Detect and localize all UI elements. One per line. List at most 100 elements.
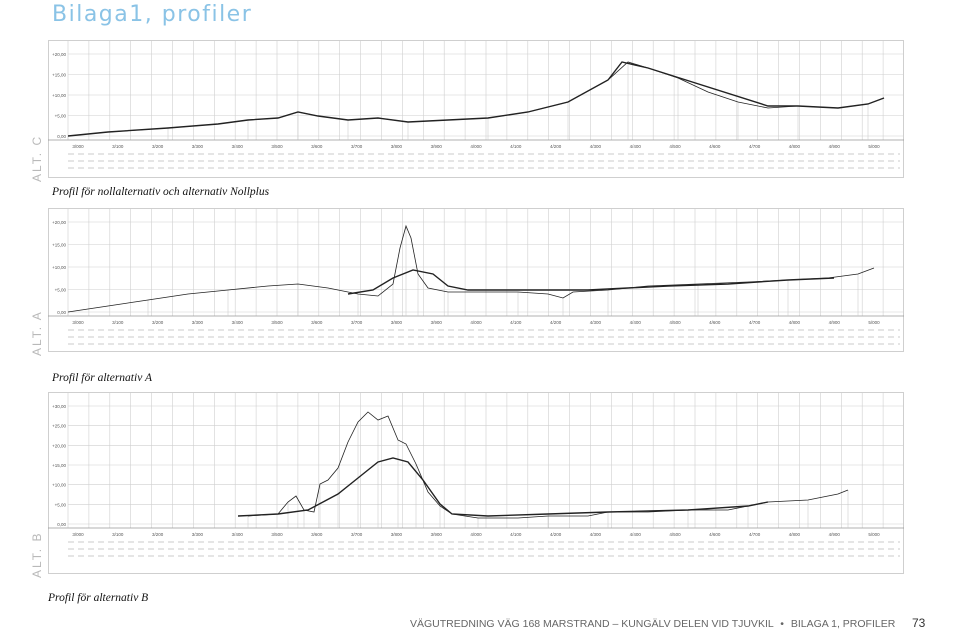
chainage-tick-label: 4/700 [749,320,761,325]
chainage-tick-label: 3/600 [311,532,323,537]
chainage-tick-label: 4/700 [749,144,761,149]
chainage-tick-label: 4/200 [550,144,562,149]
footer-text: VÄGUTREDNING VÄG 168 MARSTRAND – KUNGÄLV… [410,618,774,630]
chainage-tick-label: 4/300 [590,144,602,149]
chainage-tick-label: 3/200 [152,532,164,537]
chainage-tick-label: 4/300 [590,320,602,325]
chainage-tick-label: 4/800 [789,144,801,149]
elevation-tick-label: 0,00 [57,522,66,527]
chainage-tick-label: 3/600 [311,144,323,149]
chainage-tick-label: 4/200 [550,320,562,325]
elevation-tick-label: +10,00 [52,483,66,488]
chainage-tick-label: 4/900 [829,144,841,149]
chainage-tick-label: 5/000 [868,532,880,537]
profile-panel-alt-c: +20,00 +15,00 +10,00 +5,00 0,00 3/000 3/100 3/2… [48,40,904,180]
elevation-tick-label: +5,00 [55,288,67,293]
profile-caption-alt-c: Profil för nollalternativ och alternativ… [52,186,270,198]
ground-profile-line [67,61,885,137]
chainage-tick-label: 3/500 [271,320,283,325]
chainage-tick-label: 4/500 [669,320,681,325]
elevation-tick-label: +20,00 [52,52,66,57]
chainage-tick-label: 3/500 [271,532,283,537]
road-profile-line [237,457,769,517]
chainage-tick-label: 4/500 [669,144,681,149]
profile-side-label-alt-c: ALT. C [30,134,44,182]
chainage-tick-label: 3/300 [192,320,204,325]
elevation-tick-label: 0,00 [57,310,66,315]
chainage-tick-label: 4/600 [709,144,721,149]
ground-profile-line [67,224,875,313]
chainage-tick-label: 3/500 [271,144,283,149]
chainage-tick-label: 3/000 [72,144,84,149]
chainage-tick-label: 4/100 [510,144,522,149]
chainage-tick-label: 4/700 [749,532,761,537]
chainage-tick-label: 5/000 [868,144,880,149]
chainage-tick-label: 4/100 [510,320,522,325]
chainage-tick-label: 5/000 [868,320,880,325]
chainage-tick-label: 3/900 [431,320,443,325]
elevation-tick-label: +10,00 [52,93,66,98]
road-profile-line [347,269,835,295]
chainage-tick-label: 4/500 [669,532,681,537]
profile-drawing-alt-b: +30,00 +25,00 +20,00 +15,00 +10,00 +5,00 0,00 3… [48,392,904,574]
profile-drawing-alt-a: +20,00 +15,00 +10,00 +5,00 0,00 3/000 3/100 3/2… [48,208,904,352]
profile-frame [48,208,904,352]
chainage-tick-label: 4/000 [470,532,482,537]
profile-panel-alt-a: +20,00 +15,00 +10,00 +5,00 0,00 3/000 3/100 3/2… [48,208,904,354]
chainage-tick-label: 3/300 [192,144,204,149]
elevation-tick-label: +15,00 [52,463,66,468]
chainage-tick-label: 3/000 [72,532,84,537]
elevation-tick-label: +20,00 [52,443,66,448]
elevation-tick-label: +5,00 [55,114,67,119]
chainage-tick-label: 3/400 [232,532,244,537]
ground-profile-line [247,411,849,519]
chainage-tick-label: 3/300 [192,532,204,537]
chainage-tick-label: 3/900 [431,144,443,149]
chainage-tick-label: 4/000 [470,320,482,325]
chainage-tick-label: 4/400 [630,144,642,149]
chainage-tick-label: 4/300 [590,532,602,537]
chainage-tick-label: 4/400 [630,320,642,325]
profile-frame [48,392,904,574]
footer-section: BILAGA 1, PROFILER [790,618,896,630]
elevation-tick-label: +25,00 [52,424,66,429]
chainage-tick-label: 4/900 [829,532,841,537]
document-title: Bilaga1, profiler [52,2,253,27]
chainage-tick-label: 3/800 [391,144,403,149]
chainage-tick-label: 4/000 [470,144,482,149]
chainage-tick-label: 4/600 [709,532,721,537]
chainage-tick-label: 3/700 [351,320,363,325]
chainage-tick-label: 3/100 [112,144,124,149]
chainage-tick-label: 4/100 [510,532,522,537]
profile-drawing-alt-c: +20,00 +15,00 +10,00 +5,00 0,00 3/000 3/100 3/2… [48,40,904,178]
profile-frame [48,40,904,178]
chainage-tick-label: 3/700 [351,144,363,149]
chainage-tick-label: 4/800 [789,532,801,537]
chainage-tick-label: 4/800 [789,320,801,325]
profile-caption-alt-b: Profil för alternativ B [48,592,149,604]
chainage-tick-label: 3/800 [391,532,403,537]
footer-bullet: • [780,618,784,630]
profile-caption-alt-a: Profil för alternativ A [52,372,152,384]
chainage-tick-label: 4/400 [630,532,642,537]
road-profile-line [67,61,885,137]
chainage-tick-label: 3/100 [112,320,124,325]
chainage-tick-label: 3/200 [152,144,164,149]
chainage-tick-label: 3/400 [232,320,244,325]
chainage-tick-label: 4/200 [550,532,562,537]
chainage-tick-label: 4/600 [709,320,721,325]
elevation-tick-label: +15,00 [52,243,66,248]
chainage-tick-label: 3/800 [391,320,403,325]
page-number: 73 [912,616,926,630]
elevation-tick-label: +15,00 [52,73,66,78]
elevation-tick-label: +5,00 [55,502,67,507]
profile-side-label-alt-a: ALT. A [30,310,44,356]
elevation-tick-label: +20,00 [52,220,66,225]
chainage-tick-label: 3/600 [311,320,323,325]
chainage-tick-label: 3/900 [431,532,443,537]
chainage-tick-label: 3/200 [152,320,164,325]
chainage-tick-label: 3/400 [232,144,244,149]
elevation-tick-label: +10,00 [52,265,66,270]
elevation-tick-label: +30,00 [52,404,66,409]
chainage-tick-label: 3/700 [351,532,363,537]
